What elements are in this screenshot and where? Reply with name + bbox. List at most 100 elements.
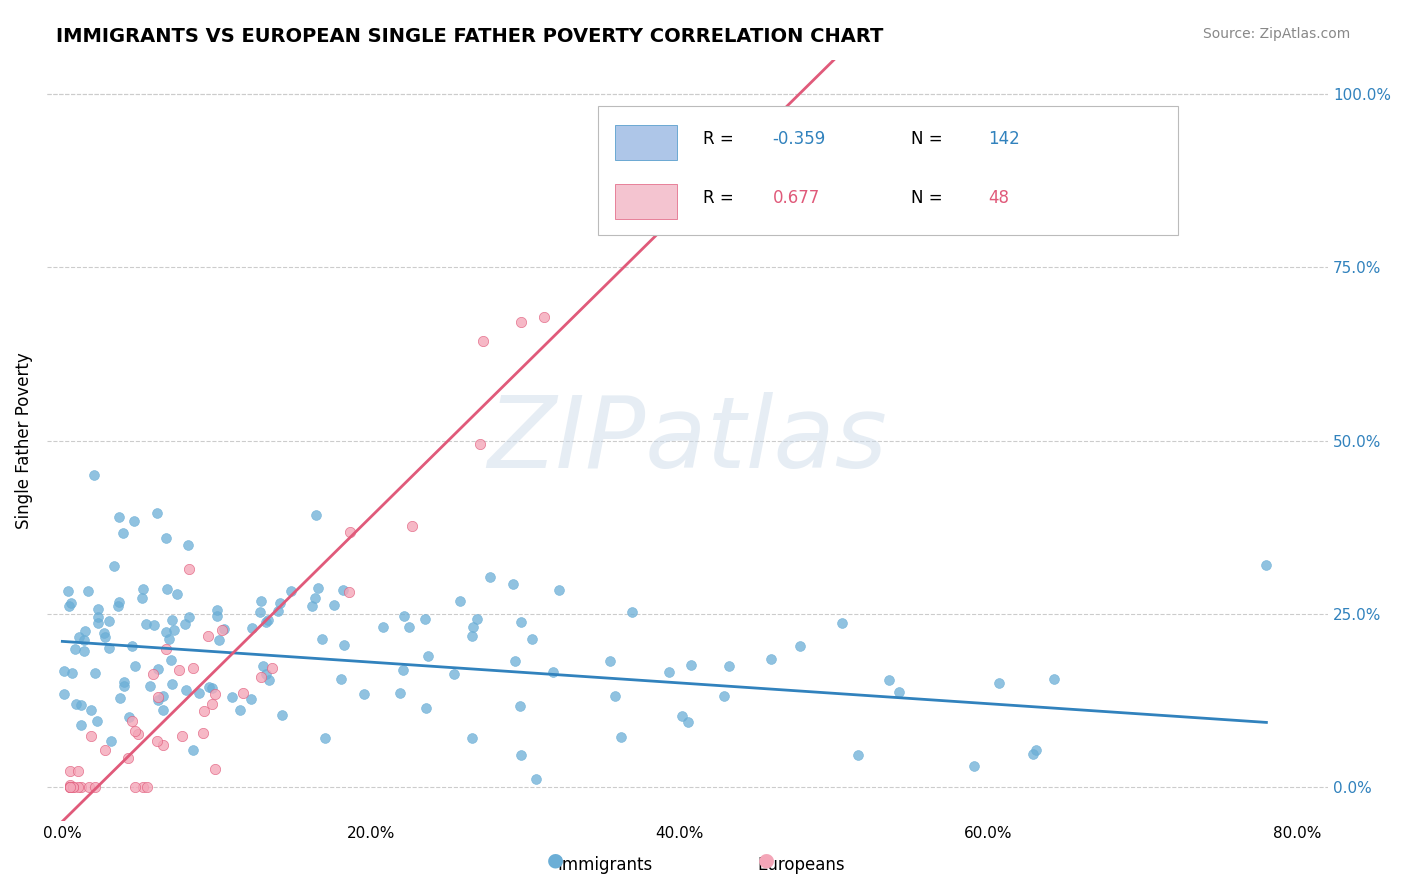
Text: Source: ZipAtlas.com: Source: ZipAtlas.com (1202, 27, 1350, 41)
FancyBboxPatch shape (598, 106, 1178, 235)
Point (392, 663, 415, 677)
Text: R =: R = (703, 189, 740, 207)
Point (60, 665, 83, 680)
Point (157, 632, 180, 646)
Point (197, 629, 219, 643)
Point (846, 747, 869, 762)
Point (502, 577, 524, 591)
Point (58, 599, 80, 614)
Point (160, 614, 183, 628)
Point (229, 703, 252, 717)
Point (339, 524, 361, 539)
Point (159, 653, 181, 667)
Point (188, 686, 211, 700)
Point (468, 437, 491, 451)
Point (152, 703, 174, 717)
Point (107, 509, 129, 524)
Point (610, 730, 633, 744)
Text: Europeans: Europeans (758, 856, 845, 874)
Point (52, 687, 75, 701)
Text: ●: ● (547, 851, 564, 870)
Point (156, 582, 179, 596)
Point (603, 690, 626, 704)
Point (398, 620, 420, 634)
Text: ZIPatlas: ZIPatlas (488, 392, 887, 489)
Point (267, 604, 290, 618)
Point (80, 702, 103, 716)
Point (167, 663, 190, 677)
Text: N =: N = (911, 130, 948, 148)
Point (204, 687, 226, 701)
Point (254, 615, 277, 629)
Point (111, 526, 134, 541)
Point (139, 679, 162, 693)
Point (831, 615, 853, 630)
Point (112, 679, 135, 693)
Point (257, 613, 280, 627)
Point (252, 658, 274, 673)
Point (262, 661, 284, 675)
Point (254, 667, 277, 681)
Point (207, 609, 229, 624)
Point (155, 624, 177, 639)
Point (93, 743, 115, 757)
Point (87, 602, 110, 616)
Point (599, 654, 621, 668)
Point (77, 583, 100, 598)
Point (174, 682, 197, 697)
Point (676, 714, 699, 729)
Point (269, 596, 291, 610)
Point (311, 632, 333, 647)
Point (100, 734, 122, 748)
Point (179, 609, 201, 624)
Point (69, 698, 91, 712)
Point (107, 599, 129, 613)
Point (510, 747, 533, 762)
Point (69, 780, 91, 794)
Point (87, 610, 110, 624)
Point (83, 780, 105, 794)
Point (108, 691, 131, 706)
Point (132, 582, 155, 596)
Point (152, 689, 174, 703)
Point (166, 587, 188, 601)
Point (759, 652, 782, 666)
Point (132, 780, 155, 794)
Point (789, 639, 811, 653)
Point (208, 632, 231, 647)
Point (98, 641, 121, 656)
Point (67, 631, 90, 645)
Point (271, 708, 294, 723)
Point (86, 714, 108, 728)
Point (56, 584, 79, 599)
Point (533, 310, 555, 324)
Point (59, 780, 82, 794)
Point (73, 643, 96, 657)
Point (322, 599, 344, 613)
Point (124, 780, 146, 794)
Point (179, 562, 201, 576)
Point (79, 729, 101, 743)
Point (117, 709, 139, 723)
Point (1042, 672, 1064, 686)
Point (103, 558, 125, 573)
Point (681, 657, 703, 672)
Point (146, 734, 169, 748)
Point (333, 638, 356, 652)
Point (461, 731, 484, 746)
Point (415, 701, 437, 715)
Point (135, 616, 157, 631)
Point (509, 698, 531, 713)
Point (121, 639, 143, 653)
Point (201, 681, 224, 696)
Point (62, 780, 84, 794)
Text: -0.359: -0.359 (772, 130, 825, 148)
Point (671, 708, 693, 723)
Point (155, 531, 177, 545)
Point (211, 623, 233, 637)
Point (59, 780, 82, 794)
Point (240, 692, 263, 706)
Point (510, 615, 533, 629)
Point (314, 731, 336, 745)
Point (204, 762, 226, 776)
